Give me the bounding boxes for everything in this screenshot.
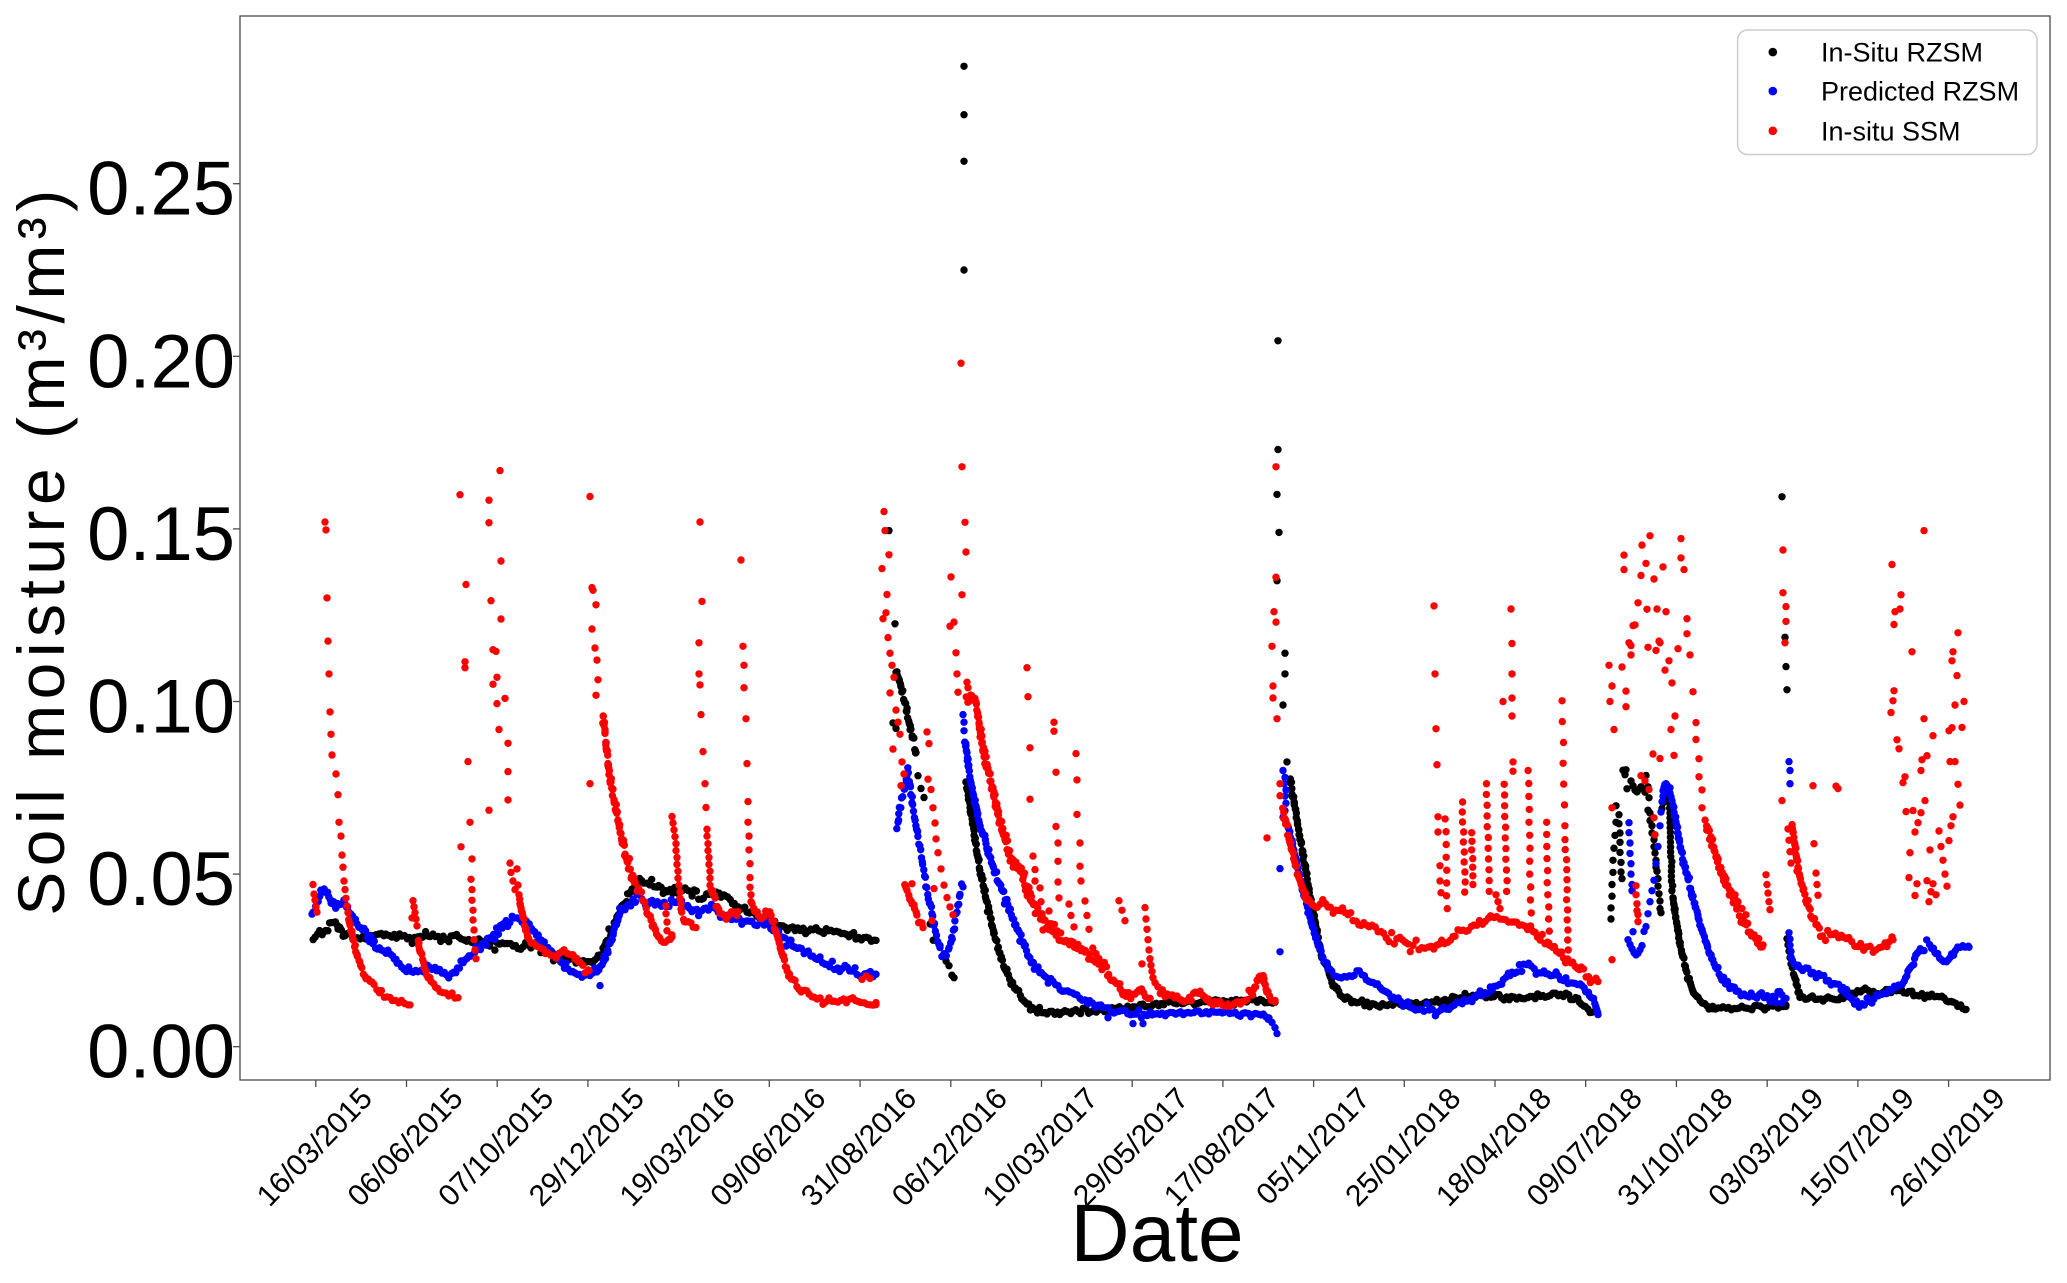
svg-text:0.00: 0.00 [87, 1010, 235, 1095]
svg-text:0.20: 0.20 [87, 319, 235, 404]
svg-text:In-Situ RZSM: In-Situ RZSM [1821, 38, 1983, 68]
svg-text:Soil moisture (m³/m³): Soil moisture (m³/m³) [4, 184, 78, 916]
svg-text:0.10: 0.10 [87, 665, 235, 750]
svg-text:0.25: 0.25 [87, 147, 235, 232]
svg-text:In-situ SSM: In-situ SSM [1821, 116, 1961, 146]
svg-text:0.15: 0.15 [87, 492, 235, 577]
svg-text:0.05: 0.05 [87, 837, 235, 922]
svg-text:Date: Date [1070, 1188, 1243, 1278]
svg-text:Predicted RZSM: Predicted RZSM [1821, 77, 2019, 107]
